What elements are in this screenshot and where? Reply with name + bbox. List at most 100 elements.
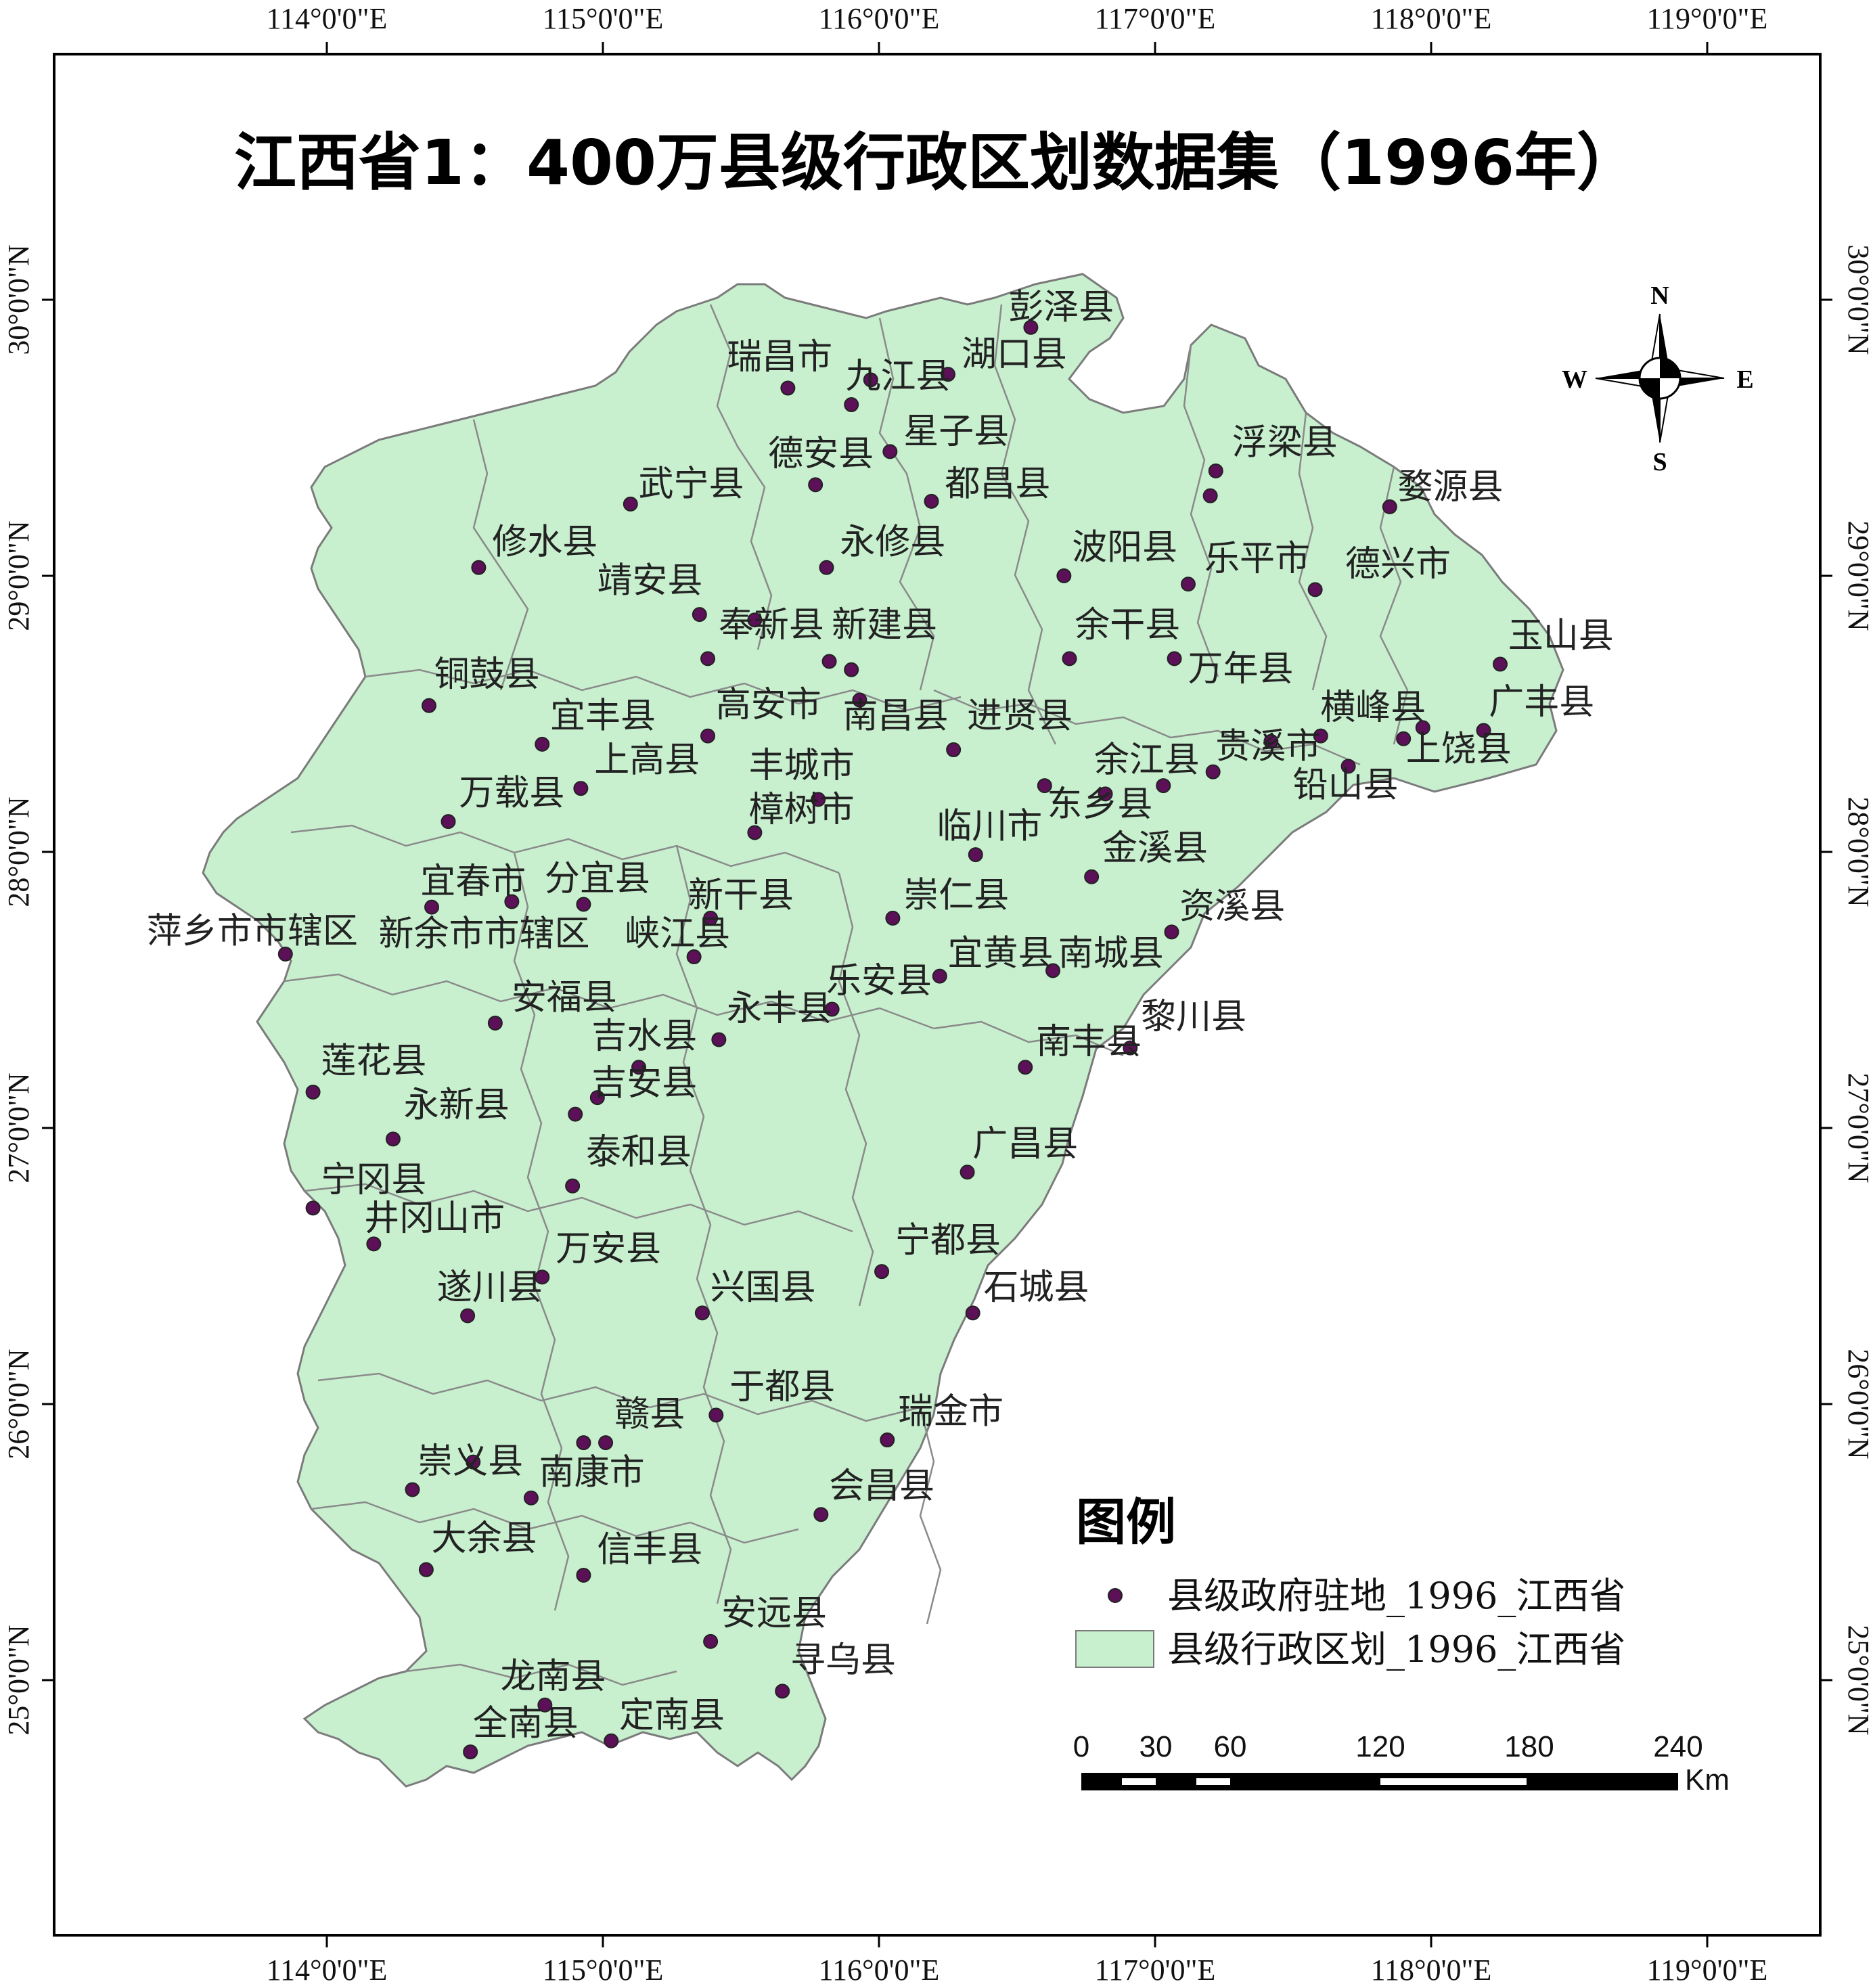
county-seat-point[interactable] bbox=[1045, 963, 1061, 978]
county-seat-point[interactable] bbox=[700, 651, 716, 667]
county-seat-point[interactable] bbox=[305, 1084, 321, 1100]
county-seat-point[interactable] bbox=[852, 692, 867, 708]
county-seat-point[interactable] bbox=[418, 1562, 434, 1577]
county-seat-point[interactable] bbox=[623, 496, 638, 512]
county-seat-point[interactable] bbox=[968, 847, 983, 863]
county-seat-point[interactable] bbox=[1382, 499, 1397, 514]
county-seat-point[interactable] bbox=[941, 367, 955, 382]
county-seat-point[interactable] bbox=[700, 728, 716, 744]
county-seat-point[interactable] bbox=[576, 1435, 591, 1451]
county-seat-point[interactable] bbox=[694, 1305, 710, 1321]
county-seat-point[interactable] bbox=[537, 1697, 553, 1713]
county-seat-point[interactable] bbox=[589, 1090, 605, 1106]
lon-label-top: 119°0'0"E bbox=[1647, 2, 1768, 35]
county-seat-point[interactable] bbox=[874, 1264, 890, 1280]
county-seat-point[interactable] bbox=[504, 894, 520, 909]
county-seat-point[interactable] bbox=[305, 1200, 321, 1216]
county-seat-point[interactable] bbox=[1476, 723, 1491, 738]
county-seat-point[interactable] bbox=[535, 1269, 550, 1285]
county-seat-point[interactable] bbox=[576, 1567, 591, 1583]
county-seat-point[interactable] bbox=[565, 1178, 581, 1194]
county-seat-point[interactable] bbox=[703, 1633, 719, 1649]
county-seat-point[interactable] bbox=[1098, 786, 1113, 802]
county-seat-point[interactable] bbox=[277, 946, 293, 962]
county-seat-point[interactable] bbox=[1180, 577, 1196, 592]
county-seat-point[interactable] bbox=[1493, 656, 1508, 672]
county-seat-point[interactable] bbox=[460, 1308, 476, 1324]
county-seat-point[interactable] bbox=[1037, 778, 1052, 794]
county-seat-point[interactable] bbox=[523, 1490, 539, 1506]
county-seat-point[interactable] bbox=[576, 897, 591, 912]
county-seat-point[interactable] bbox=[965, 1305, 980, 1321]
county-seat-point[interactable] bbox=[844, 397, 859, 413]
map-title: 江西省1：400万县级行政区划数据集（1996年） bbox=[234, 127, 1639, 199]
county-seat-point[interactable] bbox=[1164, 924, 1179, 940]
county-seat-point[interactable] bbox=[463, 1744, 478, 1760]
county-seat-point[interactable] bbox=[1084, 869, 1100, 884]
county-seat-point[interactable] bbox=[604, 1733, 619, 1748]
county-seat-point[interactable] bbox=[1018, 1060, 1033, 1075]
county-seat-point[interactable] bbox=[747, 825, 763, 840]
county-seat-point[interactable] bbox=[471, 560, 487, 575]
county-seat-point[interactable] bbox=[686, 949, 702, 965]
county-seat-point[interactable] bbox=[880, 1432, 895, 1448]
lon-label-top: 118°0'0"E bbox=[1371, 2, 1492, 35]
county-seat-point[interactable] bbox=[1340, 759, 1356, 774]
county-seat-point[interactable] bbox=[1056, 568, 1072, 583]
county-seat-point[interactable] bbox=[775, 1684, 790, 1699]
county-seat-point[interactable] bbox=[821, 654, 837, 669]
county-seat-point[interactable] bbox=[1023, 319, 1039, 335]
county-seat-point[interactable] bbox=[863, 372, 878, 388]
county-seat-point[interactable] bbox=[631, 1060, 647, 1075]
county-seat-point[interactable] bbox=[808, 477, 823, 493]
county-label: 信丰县 bbox=[597, 1530, 702, 1571]
county-seat-point[interactable] bbox=[824, 1001, 840, 1017]
county-seat-point[interactable] bbox=[960, 1165, 975, 1180]
county-seat-point[interactable] bbox=[441, 814, 456, 830]
county-seat-point[interactable] bbox=[1123, 1040, 1138, 1056]
county-seat-point[interactable] bbox=[1205, 764, 1221, 780]
county-seat-point[interactable] bbox=[466, 1454, 481, 1470]
county-seat-point[interactable] bbox=[708, 1407, 724, 1423]
county-seat-point[interactable] bbox=[780, 380, 796, 396]
county-seat-point[interactable] bbox=[1415, 720, 1430, 736]
county-label: 乐平市 bbox=[1204, 539, 1310, 579]
county-seat-point[interactable] bbox=[1396, 731, 1412, 746]
county-label: 广昌县 bbox=[972, 1124, 1078, 1165]
county-seat-point[interactable] bbox=[924, 493, 939, 509]
county-seat-point[interactable] bbox=[1156, 778, 1171, 794]
county-seat-point[interactable] bbox=[844, 662, 859, 677]
county-label: 黎川县 bbox=[1141, 997, 1246, 1037]
lat-label-left: 25°0'0"N bbox=[2, 1625, 35, 1735]
county-seat-point[interactable] bbox=[1062, 651, 1077, 667]
county-seat-point[interactable] bbox=[1307, 582, 1323, 597]
county-seat-point[interactable] bbox=[711, 1032, 727, 1047]
county-seat-point[interactable] bbox=[692, 607, 707, 623]
county-seat-point[interactable] bbox=[813, 1507, 829, 1522]
county-seat-point[interactable] bbox=[1167, 651, 1182, 667]
county-seat-point[interactable] bbox=[573, 781, 589, 796]
county-seat-point[interactable] bbox=[885, 910, 901, 926]
county-seat-point[interactable] bbox=[385, 1131, 401, 1147]
county-seat-point[interactable] bbox=[819, 560, 834, 575]
county-seat-point[interactable] bbox=[1313, 728, 1328, 744]
county-seat-point[interactable] bbox=[932, 968, 947, 984]
county-seat-point[interactable] bbox=[811, 792, 826, 807]
county-label: 广丰县 bbox=[1489, 682, 1594, 723]
county-seat-point[interactable] bbox=[424, 899, 440, 915]
county-seat-point[interactable] bbox=[568, 1106, 583, 1122]
county-seat-point[interactable] bbox=[882, 444, 898, 459]
county-seat-point[interactable] bbox=[946, 742, 962, 758]
county-seat-point[interactable] bbox=[1208, 463, 1223, 478]
county-seat-point[interactable] bbox=[366, 1236, 382, 1252]
county-seat-point[interactable] bbox=[421, 698, 436, 713]
county-seat-point[interactable] bbox=[487, 1015, 503, 1031]
county-seat-point[interactable] bbox=[1202, 488, 1218, 503]
county-seat-point[interactable] bbox=[1263, 733, 1279, 749]
county-seat-point[interactable] bbox=[598, 1435, 614, 1451]
county-seat-point[interactable] bbox=[405, 1482, 420, 1497]
county-seat-point[interactable] bbox=[747, 612, 763, 628]
county-seat-point[interactable] bbox=[703, 910, 719, 926]
county-seat-point[interactable] bbox=[535, 736, 550, 752]
